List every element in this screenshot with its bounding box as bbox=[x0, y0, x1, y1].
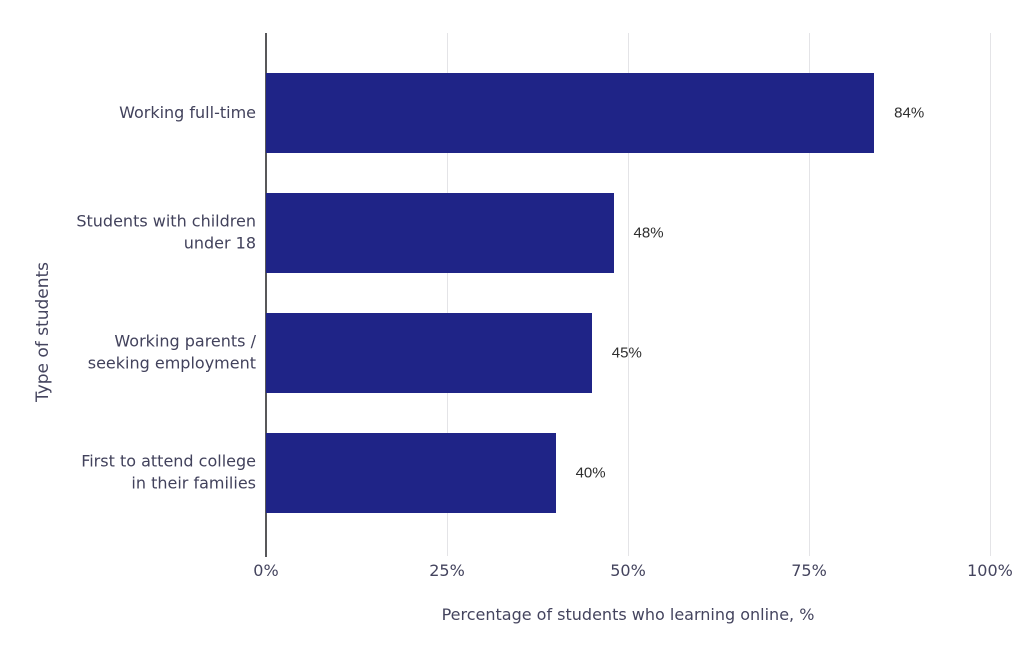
category-label: Students with children under 18 bbox=[76, 211, 256, 253]
x-tick-label: 0% bbox=[253, 561, 279, 580]
bar bbox=[266, 312, 592, 393]
x-tick-label: 100% bbox=[967, 561, 1013, 580]
x-axis-title: Percentage of students who learning onli… bbox=[441, 605, 815, 624]
category-label: First to attend college in their families bbox=[81, 451, 256, 493]
x-tick-label: 50% bbox=[610, 561, 646, 580]
plot-area: 84% 48% 45% 40% bbox=[266, 33, 991, 556]
x-tick-label: 25% bbox=[429, 561, 465, 580]
category-label: Working full-time bbox=[119, 102, 256, 122]
bar-value-label: 84% bbox=[894, 104, 925, 121]
bar bbox=[266, 72, 875, 153]
bar bbox=[266, 432, 556, 513]
bar bbox=[266, 192, 614, 273]
y-axis-line bbox=[265, 33, 267, 557]
bar-value-label: 48% bbox=[633, 224, 664, 241]
gridline-100 bbox=[989, 33, 991, 556]
bar-value-label: 45% bbox=[611, 344, 642, 361]
category-label: Working parents / seeking employment bbox=[87, 331, 256, 373]
gridline-25 bbox=[446, 33, 448, 556]
bar-value-label: 40% bbox=[575, 464, 606, 481]
gridline-50 bbox=[627, 33, 629, 556]
x-tick-label: 75% bbox=[791, 561, 827, 580]
gridline-75 bbox=[808, 33, 810, 556]
